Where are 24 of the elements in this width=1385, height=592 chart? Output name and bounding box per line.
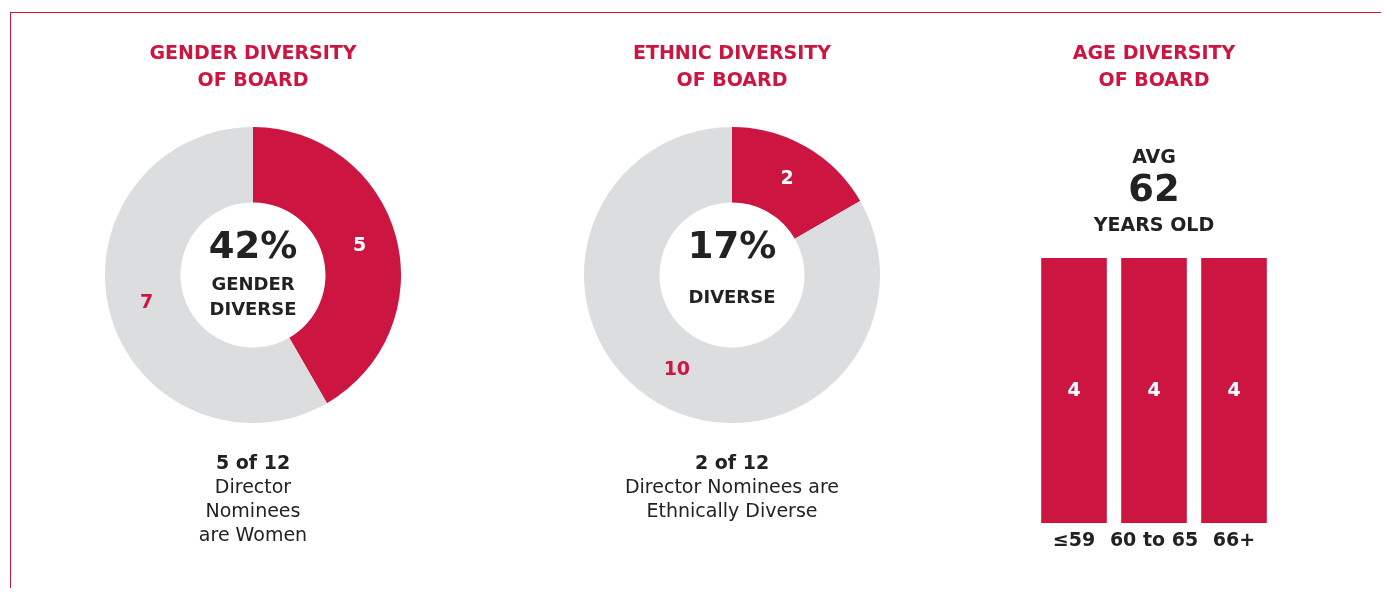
- text: Director Nominees are Women: [197, 474, 309, 546]
- x-tick-label: ≤59: [1052, 527, 1096, 550]
- text: 62: [1127, 167, 1181, 210]
- text: AVG: [1131, 145, 1177, 167]
- data-label: 2: [780, 166, 794, 189]
- data-label: 4: [1227, 377, 1241, 400]
- data-label: 10: [663, 357, 691, 380]
- x-tick-label: 60 to 65: [1109, 527, 1199, 550]
- data-label: 5: [352, 233, 367, 256]
- text: DIVERSE: [687, 285, 777, 309]
- text: 2 of 12: [693, 450, 771, 474]
- chart-title: ETHNIC DIVERSITY OF BOARD: [632, 40, 832, 92]
- data-label: 4: [1067, 377, 1081, 400]
- chart-title: AGE DIVERSITY OF BOARD: [1071, 40, 1237, 92]
- data-label: 4: [1147, 377, 1161, 400]
- text: Director Nominees are Ethnically Diverse: [623, 474, 841, 522]
- x-tick-label: 66+: [1212, 527, 1256, 550]
- text: 42%: [207, 224, 299, 267]
- text: GENDER DIVERSE: [208, 272, 298, 321]
- text: YEARS OLD: [1092, 212, 1216, 237]
- data-label: 7: [139, 290, 154, 313]
- chart-title: GENDER DIVERSITY OF BOARD: [148, 40, 358, 92]
- text: 5 of 12: [214, 450, 292, 474]
- text: 17%: [686, 224, 778, 267]
